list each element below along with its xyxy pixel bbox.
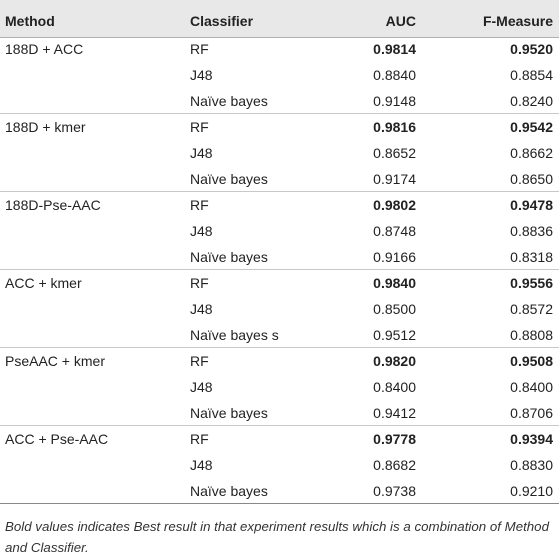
f-measure-cell: 0.8650 [510, 171, 553, 187]
auc-cell: 0.9840 [373, 275, 416, 291]
column-header: Method [5, 13, 55, 29]
group-separator [0, 425, 559, 426]
classifier-cell: RF [190, 431, 209, 447]
auc-cell: 0.8682 [373, 457, 416, 473]
f-measure-cell: 0.8400 [510, 379, 553, 395]
method-cell: PseAAC + kmer [5, 353, 105, 369]
f-measure-cell: 0.9508 [510, 353, 553, 369]
classifier-cell: Naïve bayes s [190, 327, 279, 343]
f-measure-cell: 0.8854 [510, 67, 553, 83]
classifier-cell: J48 [190, 301, 213, 317]
f-measure-cell: 0.8572 [510, 301, 553, 317]
auc-cell: 0.9802 [373, 197, 416, 213]
f-measure-cell: 0.8836 [510, 223, 553, 239]
classifier-cell: J48 [190, 145, 213, 161]
method-cell: 188D + ACC [5, 41, 84, 57]
classifier-cell: RF [190, 197, 209, 213]
group-separator [0, 269, 559, 270]
auc-cell: 0.8500 [373, 301, 416, 317]
auc-cell: 0.8652 [373, 145, 416, 161]
f-measure-cell: 0.9520 [510, 41, 553, 57]
f-measure-cell: 0.9210 [510, 483, 553, 499]
auc-cell: 0.9512 [373, 327, 416, 343]
classifier-cell: Naïve bayes [190, 171, 268, 187]
f-measure-cell: 0.8830 [510, 457, 553, 473]
group-separator [0, 347, 559, 348]
f-measure-cell: 0.8662 [510, 145, 553, 161]
column-header: Classifier [190, 13, 254, 29]
footnote: Bold values indicates Best result in tha… [5, 519, 549, 552]
auc-cell: 0.9814 [373, 41, 416, 57]
classifier-cell: RF [190, 353, 209, 369]
method-cell: 188D + kmer [5, 119, 86, 135]
classifier-cell: Naïve bayes [190, 483, 268, 499]
auc-cell: 0.9816 [373, 119, 416, 135]
method-cell: ACC + kmer [5, 275, 82, 291]
f-measure-cell: 0.8318 [510, 249, 553, 265]
column-header: AUC [385, 13, 416, 29]
auc-cell: 0.9738 [373, 483, 416, 499]
auc-cell: 0.8748 [373, 223, 416, 239]
classifier-cell: RF [190, 41, 209, 57]
auc-cell: 0.9174 [373, 171, 416, 187]
classifier-cell: J48 [190, 67, 213, 83]
table-bottom-rule [0, 503, 559, 504]
f-measure-cell: 0.8706 [510, 405, 553, 421]
group-separator [0, 191, 559, 192]
auc-cell: 0.9148 [373, 93, 416, 109]
method-cell: ACC + Pse-AAC [5, 431, 109, 447]
classifier-cell: J48 [190, 457, 213, 473]
auc-cell: 0.9412 [373, 405, 416, 421]
column-header: F-Measure [482, 13, 553, 29]
auc-cell: 0.9778 [373, 431, 416, 447]
classifier-cell: RF [190, 275, 209, 291]
f-measure-cell: 0.9556 [510, 275, 553, 291]
f-measure-cell: 0.9478 [510, 197, 553, 213]
method-cell: 188D-Pse-AAC [5, 197, 101, 213]
f-measure-cell: 0.9542 [510, 119, 553, 135]
classifier-cell: J48 [190, 223, 213, 239]
classifier-cell: Naïve bayes [190, 93, 268, 109]
classifier-cell: Naïve bayes [190, 249, 268, 265]
auc-cell: 0.8840 [373, 67, 416, 83]
classifier-cell: J48 [190, 379, 213, 395]
f-measure-cell: 0.8240 [510, 93, 553, 109]
header-background [0, 0, 559, 38]
auc-cell: 0.8400 [373, 379, 416, 395]
header-rule [0, 37, 559, 38]
f-measure-cell: 0.8808 [510, 327, 553, 343]
auc-cell: 0.9820 [373, 353, 416, 369]
classifier-cell: Naïve bayes [190, 405, 268, 421]
auc-cell: 0.9166 [373, 249, 416, 265]
classifier-cell: RF [190, 119, 209, 135]
f-measure-cell: 0.9394 [510, 431, 553, 447]
group-separator [0, 113, 559, 114]
